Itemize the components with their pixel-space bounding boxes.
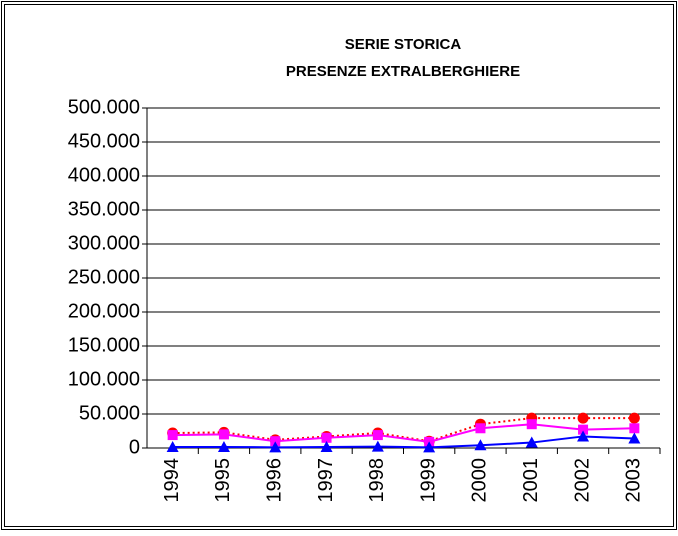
- point: [372, 430, 383, 441]
- point: [577, 412, 589, 424]
- point: [270, 436, 281, 447]
- point: [166, 440, 179, 452]
- x-tick-label: 2000: [469, 458, 491, 503]
- x-tick-label: 1994: [161, 458, 183, 503]
- point: [525, 436, 538, 448]
- point: [628, 432, 641, 444]
- x-tick-label: 1995: [212, 458, 234, 503]
- point: [423, 441, 436, 453]
- y-tick-label: 400.000: [68, 164, 140, 186]
- x-tick-label: 2001: [520, 458, 542, 503]
- series-line: [172, 417, 635, 443]
- series-line: [172, 435, 635, 449]
- y-tick-label: 50.000: [79, 402, 140, 424]
- point: [167, 430, 178, 441]
- x-tick-label: 1997: [315, 458, 337, 503]
- y-tick-label: 100.000: [68, 368, 140, 390]
- chart-title: PRESENZE EXTRALBERGHIERE: [286, 63, 520, 80]
- point: [321, 432, 332, 443]
- series-line: [172, 423, 635, 443]
- x-tick-label: 1996: [264, 458, 286, 503]
- y-tick-label: 150.000: [68, 334, 140, 356]
- point: [218, 429, 229, 440]
- y-tick-label: 350.000: [68, 198, 140, 220]
- y-tick-label: 200.000: [68, 300, 140, 322]
- point: [371, 440, 384, 452]
- point: [526, 419, 537, 430]
- point: [628, 412, 640, 424]
- point: [217, 440, 230, 452]
- point: [474, 439, 487, 451]
- point: [629, 423, 640, 434]
- y-tick-label: 0: [129, 436, 140, 458]
- point: [320, 440, 333, 452]
- chart-title: SERIE STORICA: [345, 36, 462, 53]
- x-tick-label: 2003: [623, 458, 645, 503]
- point: [269, 441, 282, 453]
- point: [578, 424, 589, 435]
- y-tick-label: 300.000: [68, 232, 140, 254]
- point: [577, 430, 590, 442]
- y-tick-label: 250.000: [68, 266, 140, 288]
- point: [475, 423, 486, 434]
- x-tick-label: 1998: [366, 458, 388, 503]
- x-tick-label: 2002: [571, 458, 593, 503]
- y-tick-label: 450.000: [68, 130, 140, 152]
- y-tick-label: 500.000: [68, 96, 140, 118]
- inner-frame: [4, 4, 674, 527]
- x-tick-label: 1999: [417, 458, 439, 503]
